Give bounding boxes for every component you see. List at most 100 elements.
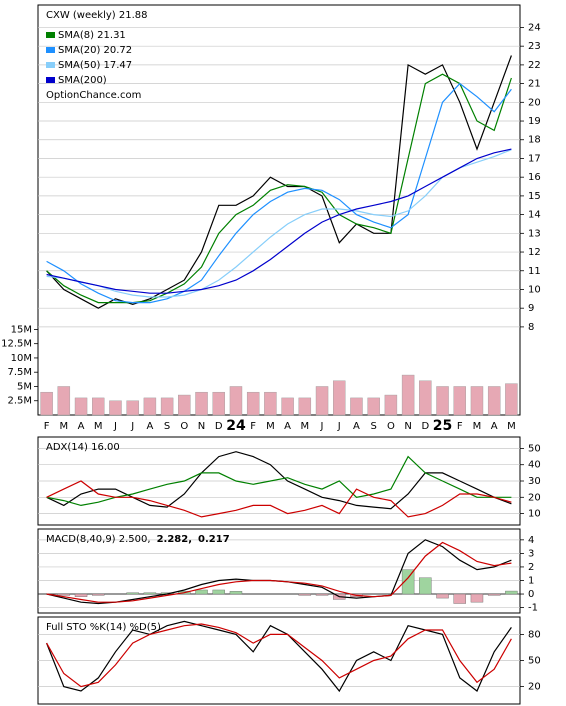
x-tick-label: M (301, 421, 310, 432)
y-tick-label: 20 (528, 97, 541, 108)
y-tick-label: 10 (528, 509, 541, 520)
volume-bar (246, 391, 260, 416)
y-tick-label: 2 (528, 562, 534, 573)
data-line (46, 620, 512, 693)
histogram-bar (143, 592, 157, 595)
x-tick-label: D (421, 421, 429, 432)
y-tick-label: 0 (528, 589, 534, 600)
watermark: OptionChance.com (46, 90, 141, 101)
y-tick-label: 1 (528, 575, 534, 586)
volume-bar (143, 397, 157, 416)
legend-swatch (46, 62, 55, 68)
histogram-bar (419, 577, 432, 595)
y-tick-label: 10 (528, 284, 541, 295)
volume-bar (160, 397, 174, 416)
x-tick-label: M (60, 421, 69, 432)
data-line (46, 149, 512, 298)
histogram-bar (470, 593, 484, 603)
x-tick-label: A (284, 421, 291, 432)
panel-title: Full STO %K(14) %D(5) (46, 622, 161, 633)
x-tick-label: J (130, 421, 134, 432)
y-tick-label: 20 (528, 682, 541, 693)
legend-swatch (46, 47, 55, 53)
data-line (46, 82, 512, 304)
y-tick-label: 23 (528, 41, 541, 52)
x-tick-label: 24 (226, 418, 246, 434)
x-tick-label: S (370, 421, 376, 432)
x-tick-label: M (473, 421, 482, 432)
data-line (46, 73, 512, 304)
histogram-bar (315, 593, 329, 596)
x-tick-label: F (250, 421, 256, 432)
histogram-bar (92, 593, 105, 596)
y-tick-label: 2.5M (7, 396, 32, 407)
histogram-bar (436, 593, 449, 599)
y-tick-label: 13 (528, 228, 541, 239)
volume-bar (470, 386, 484, 416)
y-tick-label: 18 (528, 135, 541, 146)
y-tick-label: 22 (528, 60, 541, 71)
data-line (46, 480, 512, 518)
x-tick-label: O (387, 421, 395, 432)
volume-bar (505, 383, 518, 416)
volume-bar (401, 374, 415, 416)
volume-bar (281, 397, 294, 416)
volume-bar (126, 400, 139, 416)
x-tick-label: D (215, 421, 223, 432)
histogram-bar (126, 592, 139, 595)
volume-bar (212, 391, 225, 416)
y-tick-label: 20 (528, 492, 541, 503)
x-tick-label: J (337, 421, 341, 432)
x-tick-label: S (164, 421, 170, 432)
x-tick-label: N (404, 421, 411, 432)
histogram-bar (487, 593, 501, 596)
volume-bar (453, 386, 466, 416)
legend-entry: SMA(200) (58, 75, 107, 86)
y-tick-label: 24 (528, 22, 541, 33)
x-tick-label: N (198, 421, 205, 432)
data-line (46, 451, 512, 510)
y-tick-label: 11 (528, 266, 541, 277)
x-tick-label: A (78, 421, 85, 432)
y-tick-label: 80 (528, 629, 541, 640)
volume-bar (40, 391, 53, 416)
volume-bar (419, 380, 432, 416)
data-line (46, 455, 512, 507)
volume-bar (109, 400, 122, 416)
histogram-bar (298, 593, 312, 596)
main-frame (37, 4, 521, 416)
volume-bar (315, 386, 329, 416)
x-tick-label: J (320, 421, 324, 432)
y-tick-label: 30 (528, 476, 541, 487)
x-tick-label: A (353, 421, 360, 432)
y-tick-label: 7.5M (7, 367, 32, 378)
volume-bar (487, 386, 501, 416)
y-tick-label: 14 (528, 210, 541, 221)
y-tick-label: 3 (528, 548, 534, 559)
y-tick-label: 40 (528, 460, 541, 471)
x-tick-label: M (94, 421, 103, 432)
histogram-bar (57, 593, 71, 596)
y-tick-label: 4 (528, 535, 534, 546)
volume-bar (229, 386, 243, 416)
y-tick-label: 16 (528, 172, 541, 183)
panel-frame (37, 528, 521, 614)
volume-bar (57, 386, 71, 416)
y-tick-label: 21 (528, 79, 541, 90)
histogram-bar (505, 590, 518, 595)
x-tick-label: J (113, 421, 117, 432)
histogram-bar (195, 589, 208, 595)
volume-bar (384, 394, 398, 416)
x-tick-label: O (180, 421, 188, 432)
y-tick-label: 17 (528, 153, 541, 164)
y-tick-label: 15M (11, 324, 32, 335)
volume-bar (74, 397, 88, 416)
legend-swatch (46, 32, 55, 38)
panel-label: 0.217 (198, 534, 230, 545)
y-tick-label: -1 (528, 603, 538, 614)
x-tick-label: 25 (433, 418, 452, 434)
panel-title: MACD(8,40,9) 2.500, (46, 534, 151, 545)
volume-bar (92, 397, 105, 416)
x-tick-label: F (44, 421, 50, 432)
volume-bar (264, 391, 277, 416)
